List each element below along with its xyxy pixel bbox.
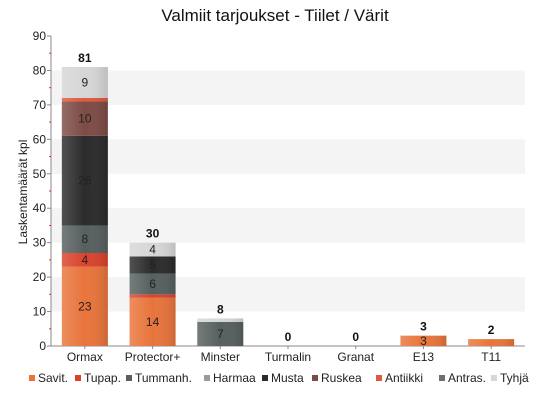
bar-total-label: 0 [352, 330, 359, 344]
bar-shade [129, 297, 176, 346]
y-axis-label: Laskentamäärät kpl [16, 140, 30, 245]
bar-shade [468, 339, 515, 346]
bars [61, 67, 515, 346]
y-tick-label: 0 [39, 339, 46, 353]
bar-total-label: 2 [488, 323, 495, 337]
bar-total-label: 81 [78, 51, 92, 65]
x-category-label: E13 [413, 350, 435, 364]
legend-entry: Tupap. [84, 371, 121, 385]
legend-entry: Savit. [38, 371, 68, 385]
legend-entry: Tyhjä [500, 371, 529, 385]
y-tick-label: 60 [33, 132, 47, 146]
segment-value-label: 23 [78, 299, 92, 313]
bar-shade [61, 225, 108, 253]
y-tick-label: 10 [33, 305, 47, 319]
bar-shade [61, 253, 108, 267]
segment-value-label: 26 [78, 174, 92, 188]
y-tick-label: 30 [33, 236, 47, 250]
bar-shade [129, 242, 176, 257]
segment-value-label: 10 [78, 112, 92, 126]
legend-swatch [75, 375, 81, 381]
x-category-label: T11 [481, 350, 501, 364]
legend-swatch [312, 375, 318, 381]
legend-swatch [439, 375, 445, 381]
y-tick-label: 90 [33, 29, 47, 43]
grid-band [51, 277, 525, 312]
x-category-label: Turmalin [265, 350, 311, 364]
legend-entry: Harmaa [213, 371, 256, 385]
segment-value-label: 7 [217, 327, 224, 341]
legend-swatch [262, 375, 268, 381]
x-category-label: Minster [201, 350, 240, 364]
x-category-label: Granat [337, 350, 374, 364]
y-tick-label: 20 [33, 270, 47, 284]
bar-shade [61, 135, 108, 226]
legend-swatch [204, 375, 210, 381]
bar-total-label: 0 [285, 330, 292, 344]
segment-value-label: 4 [149, 243, 156, 257]
bar-shade [197, 321, 244, 346]
segment-value-label: 14 [146, 315, 160, 329]
bar-total-label: 8 [217, 302, 224, 316]
bar-shade [400, 335, 447, 346]
segment-value-label: 4 [82, 253, 89, 267]
bar-shade [61, 266, 108, 346]
y-tick-label: 70 [33, 98, 47, 112]
bar-shade [197, 318, 244, 322]
x-category-label: Protector+ [125, 350, 181, 364]
legend-entry: Tummanh. [135, 371, 192, 385]
legend-entry: Antiikki [385, 371, 423, 385]
grid-band [51, 70, 525, 105]
y-tick-label: 50 [33, 167, 47, 181]
legend-swatch [491, 375, 497, 381]
legend-entry: Musta [271, 371, 304, 385]
bar-total-label: 3 [420, 320, 427, 334]
grid-band [51, 139, 525, 174]
grid-band [51, 208, 525, 243]
segment-value-label: 8 [82, 232, 89, 246]
bar-shade [129, 256, 176, 274]
legend-swatch [376, 375, 382, 381]
legend-entry: Antras. [448, 371, 486, 385]
segment-value-label: 9 [82, 76, 89, 90]
bar-shade [61, 101, 108, 136]
legend-swatch [29, 375, 35, 381]
legend: Savit. Tupap. Tummanh. Harmaa Musta Ruskea Ant… [29, 371, 529, 385]
bar-shade [129, 273, 176, 295]
y-tick-label: 80 [33, 63, 47, 77]
legend-entry: Ruskea [321, 371, 362, 385]
bar-total-label: 30 [146, 227, 160, 241]
y-tick-label: 40 [33, 201, 47, 215]
segment-value-label: 5 [149, 258, 156, 272]
bar-shade [129, 294, 176, 298]
grid-bands [51, 70, 525, 312]
x-category-label: Ormax [67, 350, 103, 364]
legend-swatch [126, 375, 132, 381]
segment-value-label: 6 [149, 277, 156, 291]
bar-shade [61, 98, 108, 102]
bar-shade [61, 67, 108, 98]
segment-value-label: 3 [420, 334, 427, 348]
chart-title: Valmiit tarjoukset - Tiilet / Värit [161, 6, 389, 25]
